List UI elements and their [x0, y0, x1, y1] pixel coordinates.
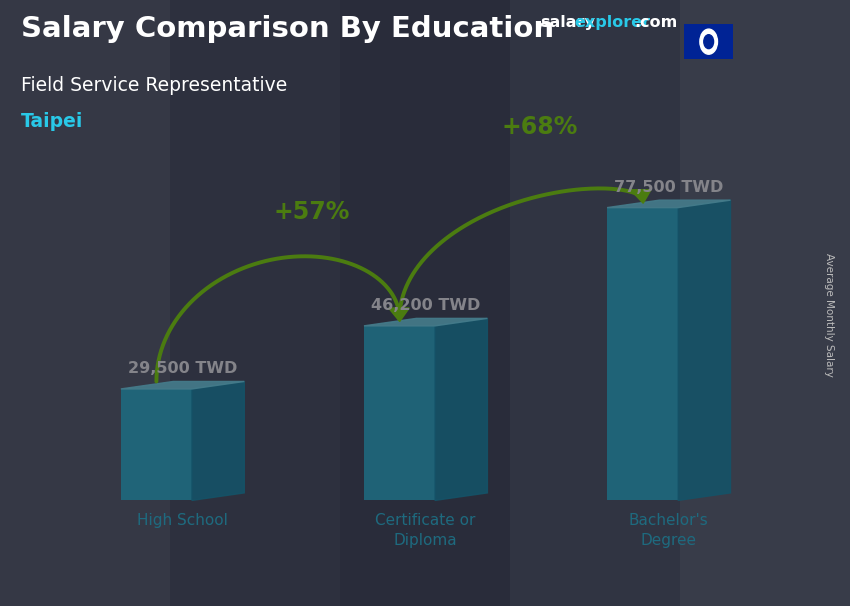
Polygon shape	[712, 44, 717, 48]
Text: Field Service Representative: Field Service Representative	[21, 76, 287, 95]
Polygon shape	[705, 31, 707, 36]
Text: 77,500 TWD: 77,500 TWD	[614, 180, 723, 195]
Text: Average Monthly Salary: Average Monthly Salary	[824, 253, 834, 377]
Bar	[684, 24, 733, 59]
Polygon shape	[678, 200, 730, 501]
Text: High School: High School	[137, 513, 228, 528]
Polygon shape	[711, 31, 713, 36]
Text: +57%: +57%	[274, 199, 350, 224]
Polygon shape	[708, 48, 709, 54]
Polygon shape	[435, 318, 487, 501]
Circle shape	[704, 35, 714, 48]
Text: Bachelor's
Degree: Bachelor's Degree	[629, 513, 709, 548]
Polygon shape	[364, 318, 487, 326]
Polygon shape	[192, 381, 244, 501]
Polygon shape	[121, 381, 244, 389]
Text: +68%: +68%	[502, 115, 578, 139]
Text: .com: .com	[634, 15, 677, 30]
Circle shape	[700, 29, 717, 54]
Bar	[121, 389, 192, 501]
Text: salary: salary	[540, 15, 595, 30]
Polygon shape	[388, 308, 409, 322]
Polygon shape	[701, 44, 705, 48]
Text: explorer: explorer	[575, 15, 651, 30]
Polygon shape	[713, 41, 717, 42]
Text: 29,500 TWD: 29,500 TWD	[128, 361, 237, 376]
Polygon shape	[711, 47, 713, 53]
Bar	[364, 326, 435, 501]
Text: Certificate or
Diploma: Certificate or Diploma	[376, 513, 476, 548]
Bar	[607, 208, 678, 501]
Polygon shape	[708, 29, 709, 35]
Polygon shape	[712, 35, 717, 39]
Text: 46,200 TWD: 46,200 TWD	[371, 298, 480, 313]
Text: Salary Comparison By Education: Salary Comparison By Education	[21, 15, 554, 43]
Polygon shape	[701, 35, 705, 39]
Polygon shape	[705, 47, 707, 53]
Polygon shape	[631, 190, 651, 203]
Text: Taipei: Taipei	[21, 112, 83, 131]
Polygon shape	[700, 41, 704, 42]
Polygon shape	[607, 200, 730, 208]
